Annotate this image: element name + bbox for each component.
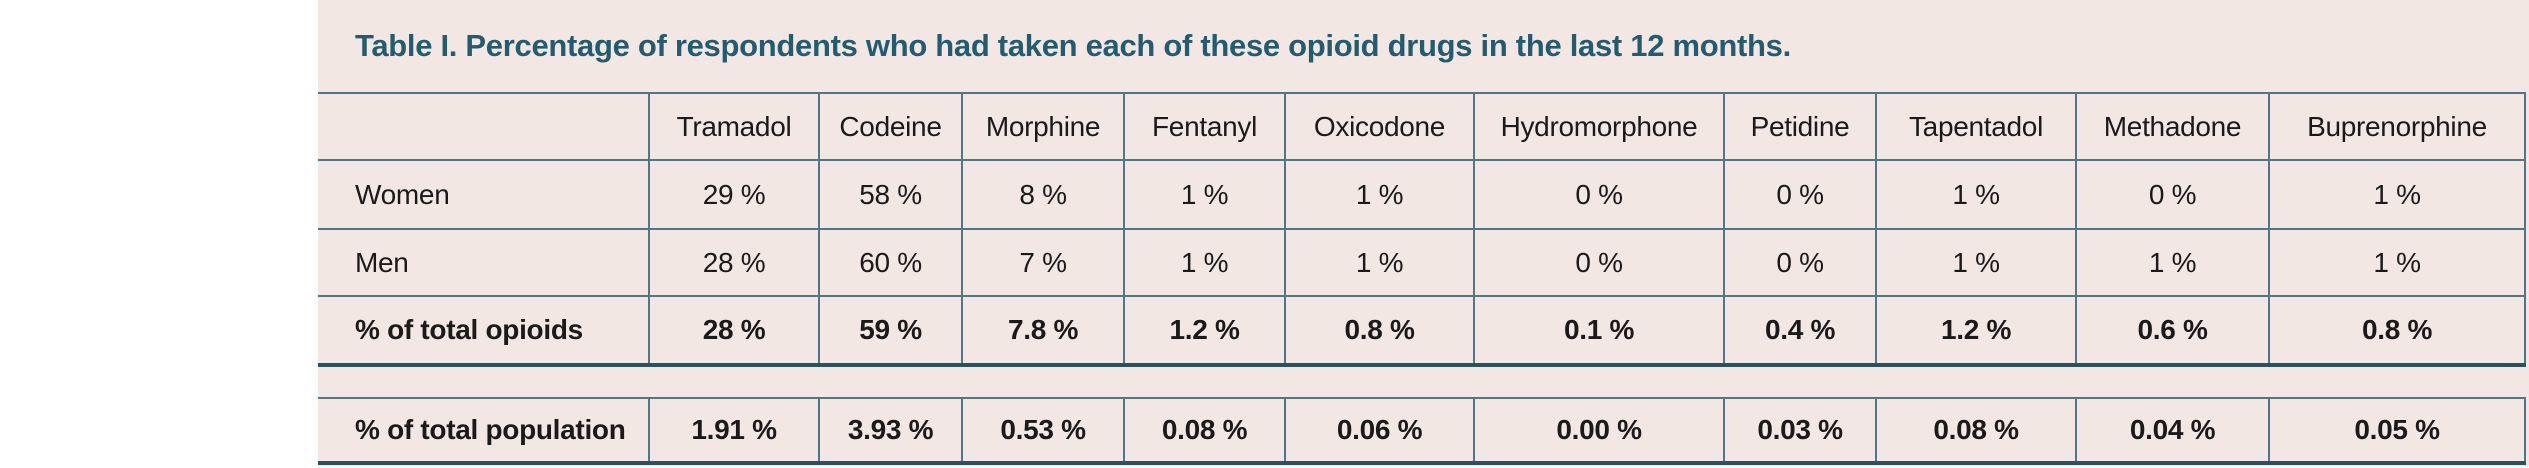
cell-opioids-buprenorphine: 0.8 % bbox=[2268, 297, 2526, 363]
cell-men-morphine: 7 % bbox=[961, 230, 1123, 295]
cell-population-morphine: 0.53 % bbox=[961, 399, 1123, 461]
cell-population-petidine: 0.03 % bbox=[1723, 399, 1875, 461]
cell-opioids-tapentadol: 1.2 % bbox=[1875, 297, 2075, 363]
cell-opioids-tramadol: 28 % bbox=[648, 297, 818, 363]
cell-opioids-methadone: 0.6 % bbox=[2075, 297, 2268, 363]
cell-population-tramadol: 1.91 % bbox=[648, 399, 818, 461]
table-row-women: Women 29 % 58 % 8 % 1 % 1 % 0 % 0 % 1 % … bbox=[318, 161, 2526, 230]
cell-men-hydromorphone: 0 % bbox=[1473, 230, 1723, 295]
cell-women-petidine: 0 % bbox=[1723, 161, 1875, 228]
cell-opioids-morphine: 7.8 % bbox=[961, 297, 1123, 363]
cell-population-fentanyl: 0.08 % bbox=[1123, 399, 1284, 461]
cell-women-fentanyl: 1 % bbox=[1123, 161, 1284, 228]
row-label-total-population: % of total population bbox=[355, 414, 626, 445]
table-row-men: Men 28 % 60 % 7 % 1 % 1 % 0 % 0 % 1 % 1 … bbox=[318, 230, 2526, 297]
cell-women-methadone: 0 % bbox=[2075, 161, 2268, 228]
cell-women-oxicodone: 1 % bbox=[1284, 161, 1473, 228]
table-title: Table I. Percentage of respondents who h… bbox=[318, 0, 2526, 94]
cell-opioids-petidine: 0.4 % bbox=[1723, 297, 1875, 363]
cell-population-codeine: 3.93 % bbox=[818, 399, 961, 461]
cell-population-hydromorphone: 0.00 % bbox=[1473, 399, 1723, 461]
column-header-petidine: Petidine bbox=[1723, 94, 1875, 159]
cell-women-tapentadol: 1 % bbox=[1875, 161, 2075, 228]
column-header-tapentadol: Tapentadol bbox=[1875, 94, 2075, 159]
cell-men-methadone: 1 % bbox=[2075, 230, 2268, 295]
cell-women-codeine: 58 % bbox=[818, 161, 961, 228]
row-label-men: Men bbox=[355, 246, 409, 278]
table-row-total-population: % of total population 1.91 % 3.93 % 0.53… bbox=[318, 397, 2526, 465]
cell-men-tramadol: 28 % bbox=[648, 230, 818, 295]
table-title-text: Table I. Percentage of respondents who h… bbox=[355, 28, 1791, 63]
cell-women-buprenorphine: 1 % bbox=[2268, 161, 2526, 228]
cell-men-petidine: 0 % bbox=[1723, 230, 1875, 295]
column-header-methadone: Methadone bbox=[2075, 94, 2268, 159]
cell-population-methadone: 0.04 % bbox=[2075, 399, 2268, 461]
header-empty-cell bbox=[318, 94, 648, 159]
cell-men-codeine: 60 % bbox=[818, 230, 961, 295]
cell-opioids-fentanyl: 1.2 % bbox=[1123, 297, 1284, 363]
cell-population-buprenorphine: 0.05 % bbox=[2268, 399, 2526, 461]
column-header-morphine: Morphine bbox=[961, 94, 1123, 159]
column-header-buprenorphine: Buprenorphine bbox=[2268, 94, 2526, 159]
cell-opioids-oxicodone: 0.8 % bbox=[1284, 297, 1473, 363]
column-header-tramadol: Tramadol bbox=[648, 94, 818, 159]
row-label-total-opioids: % of total opioids bbox=[355, 314, 583, 345]
table-row-total-opioids: % of total opioids 28 % 59 % 7.8 % 1.2 %… bbox=[318, 297, 2526, 367]
table-header-row: Tramadol Codeine Morphine Fentanyl Oxico… bbox=[318, 94, 2526, 161]
cell-men-fentanyl: 1 % bbox=[1123, 230, 1284, 295]
cell-women-tramadol: 29 % bbox=[648, 161, 818, 228]
column-header-fentanyl: Fentanyl bbox=[1123, 94, 1284, 159]
table-gap bbox=[318, 367, 2526, 397]
cell-opioids-codeine: 59 % bbox=[818, 297, 961, 363]
cell-population-tapentadol: 0.08 % bbox=[1875, 399, 2075, 461]
cell-women-morphine: 8 % bbox=[961, 161, 1123, 228]
cell-men-tapentadol: 1 % bbox=[1875, 230, 2075, 295]
cell-men-oxicodone: 1 % bbox=[1284, 230, 1473, 295]
opioid-table: Tramadol Codeine Morphine Fentanyl Oxico… bbox=[318, 94, 2526, 465]
cell-men-buprenorphine: 1 % bbox=[2268, 230, 2526, 295]
row-label-women: Women bbox=[355, 178, 450, 210]
column-header-hydromorphone: Hydromorphone bbox=[1473, 94, 1723, 159]
column-header-codeine: Codeine bbox=[818, 94, 961, 159]
cell-opioids-hydromorphone: 0.1 % bbox=[1473, 297, 1723, 363]
table-panel: Table I. Percentage of respondents who h… bbox=[318, 0, 2529, 466]
column-header-oxicodone: Oxicodone bbox=[1284, 94, 1473, 159]
cell-population-oxicodone: 0.06 % bbox=[1284, 399, 1473, 461]
cell-women-hydromorphone: 0 % bbox=[1473, 161, 1723, 228]
